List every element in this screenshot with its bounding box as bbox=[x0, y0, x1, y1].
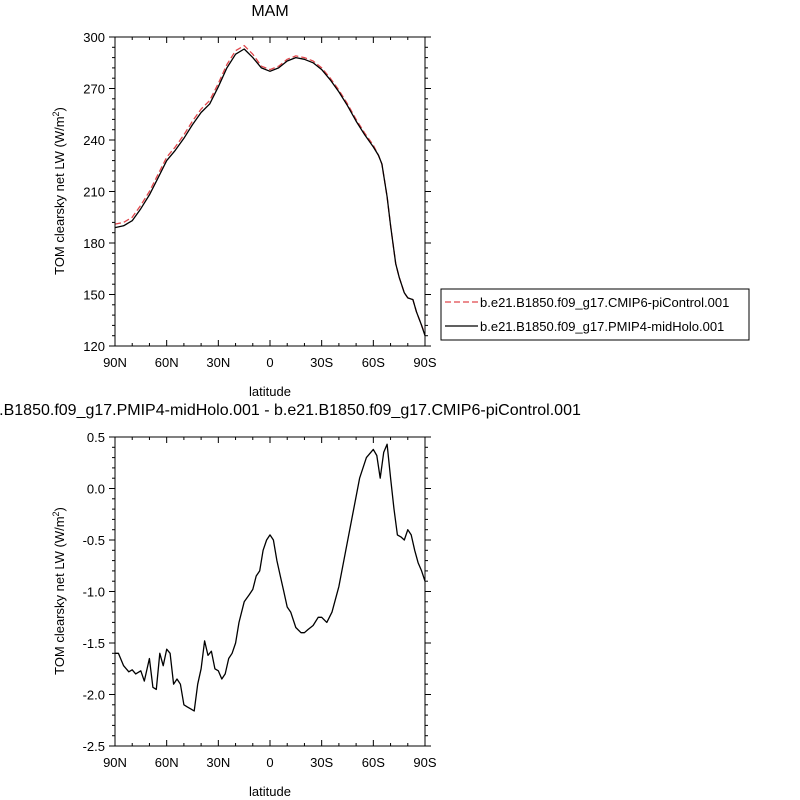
bottom-chart-series bbox=[115, 443, 426, 712]
x-tick-label: 60N bbox=[155, 355, 179, 370]
x-tick-label: 30N bbox=[206, 355, 230, 370]
x-tick-label: 90S bbox=[413, 755, 436, 770]
top-chart-title: MAM bbox=[251, 3, 288, 20]
top-ylabel-sup: 2 bbox=[51, 111, 61, 116]
bottom-ylabel-sup: 2 bbox=[51, 511, 61, 516]
y-tick-label: 0.5 bbox=[87, 430, 105, 445]
series-line-0 bbox=[114, 44, 426, 335]
x-tick-label: 30N bbox=[206, 755, 230, 770]
top-chart-x-tick-labels: 90N 60N 30N 0 30S 60S 90S bbox=[103, 355, 437, 370]
y-tick-label: 210 bbox=[83, 185, 105, 200]
top-chart-y-tick-labels: 120 150 180 210 240 270 300 bbox=[83, 30, 105, 354]
legend-box bbox=[440, 288, 750, 341]
y-tick-label: 150 bbox=[83, 288, 105, 303]
y-tick-label: 300 bbox=[83, 30, 105, 45]
top-chart-y-axis-label: TOM clearsky net LW (W/m2) bbox=[51, 107, 67, 275]
y-tick-label: -2.5 bbox=[83, 739, 105, 754]
top-chart-series bbox=[114, 44, 426, 336]
bottom-panel: b.e21.B1850.f09_g17.PMIP4-midHolo.001 - … bbox=[0, 402, 581, 799]
top-chart-ticks bbox=[109, 36, 431, 347]
top-chart-legend: b.e21.B1850.f09_g17.CMIP6-piControl.001 … bbox=[440, 288, 750, 341]
x-tick-label: 60S bbox=[362, 755, 385, 770]
bottom-chart-frame bbox=[114, 436, 426, 747]
x-tick-label: 90N bbox=[103, 755, 127, 770]
x-tick-label: 0 bbox=[266, 755, 273, 770]
x-tick-label: 60S bbox=[362, 355, 385, 370]
series-line-0 bbox=[115, 443, 426, 712]
top-chart-x-axis-label: latitude bbox=[249, 384, 291, 399]
bottom-ylabel-close: ) bbox=[52, 507, 67, 511]
y-tick-label: -0.5 bbox=[83, 533, 105, 548]
x-tick-label: 30S bbox=[310, 755, 333, 770]
bottom-chart-y-axis-label: TOM clearsky net LW (W/m2) bbox=[51, 507, 67, 675]
x-tick-label: 0 bbox=[266, 355, 273, 370]
top-chart-frame bbox=[114, 36, 426, 347]
top-ylabel-main: TOM clearsky net LW (W/m bbox=[52, 116, 67, 274]
y-tick-label: 240 bbox=[83, 133, 105, 148]
x-tick-label: 90S bbox=[413, 355, 436, 370]
y-tick-label: 0.0 bbox=[87, 482, 105, 497]
y-tick-label: 180 bbox=[83, 236, 105, 251]
bottom-chart-y-tick-labels: -2.5 -2.0 -1.5 -1.0 -0.5 0.0 0.5 bbox=[83, 430, 105, 754]
bottom-chart-title: b.e21.B1850.f09_g17.PMIP4-midHolo.001 - … bbox=[0, 402, 581, 419]
y-tick-label: -2.0 bbox=[83, 688, 105, 703]
legend-label-picontrol: b.e21.B1850.f09_g17.CMIP6-piControl.001 bbox=[480, 295, 729, 310]
x-tick-label: 60N bbox=[155, 755, 179, 770]
x-tick-label: 30S bbox=[310, 355, 333, 370]
series-line-1 bbox=[114, 48, 426, 336]
x-tick-label: 90N bbox=[103, 355, 127, 370]
y-tick-label: -1.0 bbox=[83, 585, 105, 600]
top-ylabel-close: ) bbox=[52, 107, 67, 111]
bottom-chart-ticks bbox=[109, 436, 431, 747]
legend-label-midholo: b.e21.B1850.f09_g17.PMIP4-midHolo.001 bbox=[480, 319, 724, 334]
bottom-ylabel-main: TOM clearsky net LW (W/m bbox=[52, 516, 67, 674]
y-tick-label: 120 bbox=[83, 339, 105, 354]
top-panel: MAM 90N 60N 30N 0 30S 60S 90S 120 150 180 210 240 2… bbox=[51, 3, 750, 399]
bottom-chart-x-tick-labels: 90N 60N 30N 0 30S 60S 90S bbox=[103, 755, 437, 770]
y-tick-label: 270 bbox=[83, 82, 105, 97]
y-tick-label: -1.5 bbox=[83, 636, 105, 651]
bottom-chart-x-axis-label: latitude bbox=[249, 784, 291, 799]
